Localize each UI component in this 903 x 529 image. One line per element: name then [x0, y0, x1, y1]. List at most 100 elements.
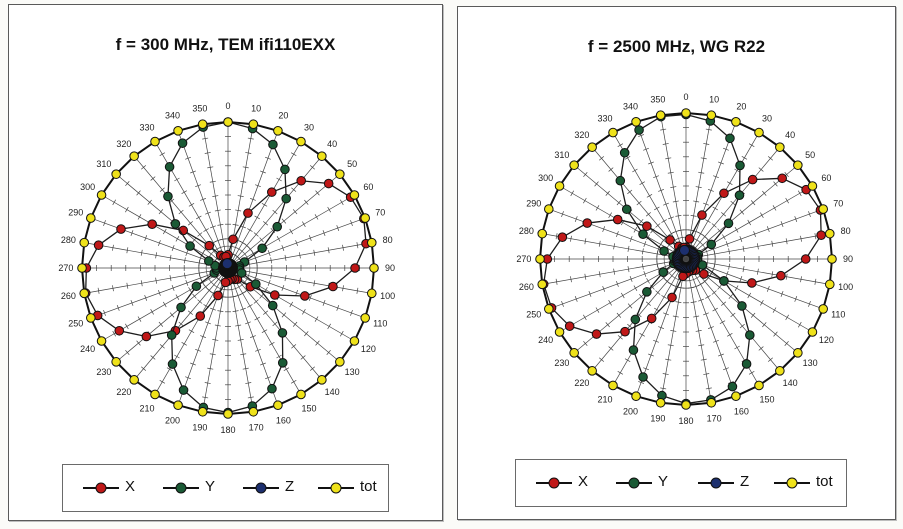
- series-point: [228, 234, 238, 245]
- grid-tick: [660, 128, 667, 131]
- series-point: [569, 348, 579, 358]
- series-point: [747, 174, 758, 185]
- grid-tick: [130, 300, 134, 306]
- grid-tick: [350, 310, 353, 316]
- grid-tick: [703, 143, 710, 145]
- grid-tick: [643, 241, 647, 247]
- grid-tick: [713, 339, 719, 343]
- grid-tick: [181, 190, 187, 194]
- angle-tick-label: 300: [538, 173, 553, 183]
- angle-tick-label: 70: [375, 208, 385, 218]
- angle-tick-label: 320: [574, 130, 589, 140]
- angle-tick-label: 290: [526, 199, 541, 209]
- grid-tick: [702, 234, 708, 239]
- grid-tick: [712, 266, 715, 272]
- grid-tick: [616, 200, 622, 206]
- grid-tick: [584, 238, 587, 245]
- grid-tick: [697, 282, 704, 287]
- grid-tick: [245, 382, 252, 384]
- grid-tick: [188, 329, 195, 334]
- grid-tick: [785, 238, 788, 245]
- series-point: [267, 187, 277, 197]
- legend-label-x: X: [578, 473, 589, 490]
- grid-tick: [205, 211, 211, 215]
- grid-tick: [304, 331, 309, 337]
- grid-tick: [314, 316, 319, 322]
- grid-tick: [711, 290, 717, 295]
- grid-tick: [245, 152, 252, 154]
- angle-tick-label: 170: [707, 414, 722, 424]
- series-point: [557, 232, 568, 242]
- grid-tick: [780, 291, 784, 297]
- series-point: [807, 327, 818, 337]
- grid-tick: [214, 209, 221, 212]
- grid-tick: [570, 276, 572, 283]
- series-point: [296, 136, 306, 147]
- angle-tick-label: 60: [363, 182, 373, 192]
- grid-tick: [656, 261, 659, 268]
- grid-tick: [158, 209, 164, 215]
- grid-tick: [188, 287, 192, 293]
- legend-marker: [710, 477, 722, 489]
- grid-tick: [698, 298, 704, 302]
- grid-tick: [199, 275, 202, 281]
- grid-tick: [723, 367, 729, 371]
- grid-tick: [322, 230, 326, 236]
- grid-tick: [244, 243, 250, 248]
- grid-tick: [730, 200, 736, 206]
- grid-tick: [187, 221, 193, 226]
- grid-tick: [766, 226, 770, 232]
- series-point: [655, 110, 666, 121]
- grid-tick: [728, 263, 731, 270]
- series-point: [684, 234, 695, 244]
- grid-tick: [608, 167, 614, 172]
- series-point: [681, 400, 691, 410]
- grid-tick: [633, 227, 638, 233]
- grid-tick: [797, 321, 802, 328]
- grid-tick: [605, 322, 610, 328]
- grid-tick: [272, 209, 278, 215]
- grid-tick: [198, 259, 201, 266]
- series-point: [369, 263, 379, 273]
- grid-tick: [276, 177, 282, 182]
- grid-tick: [667, 344, 674, 347]
- angle-tick-label: 260: [61, 291, 76, 301]
- angle-tick-label: 130: [803, 358, 818, 368]
- grid-tick: [734, 168, 740, 173]
- series-point: [349, 336, 360, 346]
- series-point: [706, 397, 717, 408]
- grid-tick: [773, 331, 778, 337]
- angle-tick-label: 20: [736, 102, 746, 112]
- series-point: [659, 246, 669, 256]
- grid-tick: [302, 309, 306, 315]
- angle-tick-label: 110: [831, 309, 845, 319]
- series-point: [631, 117, 641, 127]
- series-point: [223, 117, 233, 127]
- series-point: [706, 110, 717, 121]
- series-point: [195, 311, 206, 321]
- grid-tick: [780, 221, 784, 227]
- angle-tick-label: 10: [709, 94, 719, 104]
- angle-tick-label: 0: [225, 101, 230, 111]
- series-point: [129, 375, 139, 385]
- series-point: [731, 391, 741, 401]
- grid-tick: [192, 293, 197, 299]
- grid-tick: [758, 167, 764, 172]
- series-point: [608, 380, 618, 391]
- grid-tick: [202, 137, 209, 140]
- series-point: [177, 138, 188, 148]
- angle-tick-label: 250: [68, 318, 83, 328]
- series-point: [827, 254, 837, 264]
- grid-tick: [247, 396, 254, 399]
- chart-legend: X Y Z tot: [62, 464, 389, 512]
- series-point: [296, 175, 307, 186]
- series-point: [360, 213, 370, 223]
- grid-tick: [159, 344, 165, 349]
- grid-tick: [181, 342, 187, 346]
- grid-tick: [739, 236, 743, 242]
- series-point: [665, 235, 675, 245]
- grid-tick: [150, 309, 154, 315]
- grid-tick: [655, 290, 661, 295]
- series-point: [281, 193, 291, 204]
- grid-tick: [663, 312, 669, 316]
